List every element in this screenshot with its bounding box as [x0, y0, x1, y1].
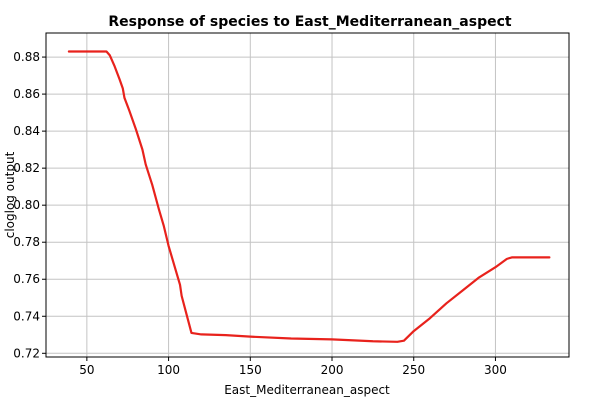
x-tick-label: 100 — [157, 363, 180, 377]
y-tick-label: 0.88 — [13, 50, 40, 64]
ticks: 50 100 150 200 250 300 0.72 0.74 0.76 0.78 0.80 0.8… — [13, 50, 507, 377]
plot-frame — [45, 32, 570, 358]
series-line-0 — [67, 50, 551, 343]
y-tick-label: 0.84 — [13, 124, 40, 138]
y-tick-label: 0.74 — [13, 309, 40, 323]
x-tick-label: 250 — [402, 363, 425, 377]
y-axis-label: cloglog output — [3, 151, 17, 238]
x-tick-label: 150 — [239, 363, 262, 377]
y-tick-label: 0.76 — [13, 272, 40, 286]
chart-title: Response of species to East_Mediterranea… — [108, 14, 512, 30]
y-tick-label: 0.80 — [13, 198, 40, 212]
x-tick-label: 50 — [79, 363, 94, 377]
x-tick-label: 300 — [484, 363, 507, 377]
grid — [46, 33, 569, 357]
x-axis-label: East_Mediterranean_aspect — [224, 383, 390, 397]
series — [67, 50, 551, 343]
y-tick-label: 0.86 — [13, 87, 40, 101]
y-tick-label: 0.72 — [13, 346, 40, 360]
y-tick-label: 0.82 — [13, 161, 40, 175]
plot-area — [46, 33, 569, 357]
x-tick-label: 200 — [321, 363, 344, 377]
y-tick-label: 0.78 — [13, 235, 40, 249]
